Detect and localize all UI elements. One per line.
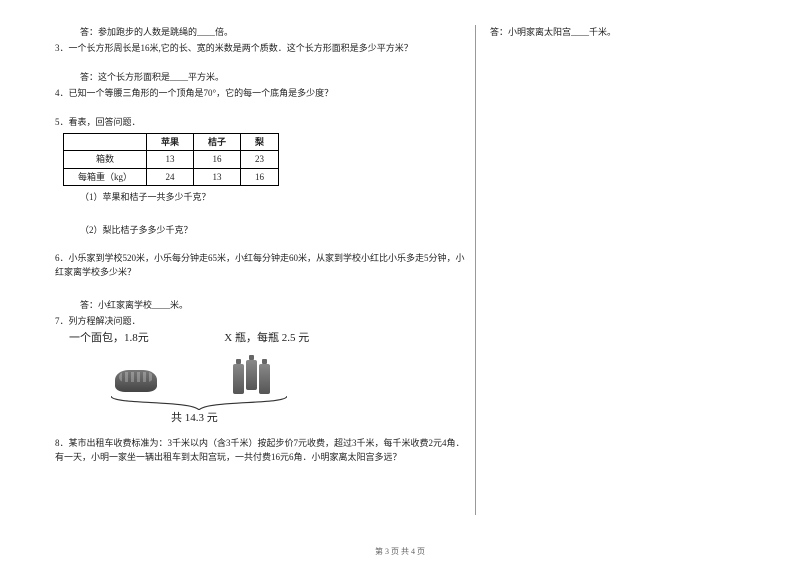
answer-6: 答：小红家离学校____米。 (55, 298, 465, 312)
table-row: 苹果 桔子 梨 (64, 133, 279, 150)
table-row: 箱数 13 16 23 (64, 151, 279, 168)
table-cell: 13 (147, 151, 194, 168)
table-row: 每箱重（kg） 24 13 16 (64, 168, 279, 185)
fruit-table: 苹果 桔子 梨 箱数 13 16 23 每箱重（kg） 24 13 16 (63, 133, 279, 186)
column-divider (475, 25, 476, 515)
right-column: 答：小明家离太阳宫____千米。 (490, 25, 760, 41)
bottle-label: X 瓶，每瓶 2.5 元 (224, 332, 309, 344)
question-8: 8．某市出租车收费标准为：3千米以内（含3千米）按起步价7元收费，超过3千米，每… (55, 436, 465, 465)
table-cell: 16 (194, 151, 241, 168)
table-cell: 23 (241, 151, 279, 168)
bottles-icon (233, 360, 273, 396)
answer-8: 答：小明家离太阳宫____千米。 (490, 25, 760, 39)
question-6: 6．小乐家到学校520米，小乐每分钟走65米，小红每分钟走60米，从家到学校小红… (55, 251, 465, 280)
equation-illustration: 共 14.3 元 (63, 352, 373, 422)
question-5-2: （2）梨比桔子多多少千克？ (55, 223, 465, 237)
table-cell: 每箱重（kg） (64, 168, 147, 185)
bread-label: 一个面包，1.8元 (69, 332, 149, 344)
table-cell: 24 (147, 168, 194, 185)
page: 答：参加跑步的人数是跳绳的____倍。 3．一个长方形周长是16米,它的长、宽的… (0, 0, 800, 565)
question-5-1: （1）苹果和桔子一共多少千克？ (55, 190, 465, 204)
total-label: 共 14.3 元 (171, 410, 218, 428)
question-5: 5．看表，回答问题． (55, 115, 465, 129)
table-cell: 箱数 (64, 151, 147, 168)
table-cell: 13 (194, 168, 241, 185)
answer-3: 答：这个长方形面积是____平方米。 (55, 70, 465, 84)
question-3: 3．一个长方形周长是16米,它的长、宽的米数是两个质数．这个长方形面积是多少平方… (55, 41, 465, 55)
table-cell: 16 (241, 168, 279, 185)
bread-icon (115, 370, 157, 392)
question-7: 7．列方程解决问题． (55, 314, 465, 328)
table-header: 桔子 (194, 133, 241, 150)
table-header (64, 133, 147, 150)
brace-icon (111, 396, 287, 410)
left-column: 答：参加跑步的人数是跳绳的____倍。 3．一个长方形周长是16米,它的长、宽的… (55, 25, 465, 467)
answer-2b: 答：参加跑步的人数是跳绳的____倍。 (55, 25, 465, 39)
table-header: 梨 (241, 133, 279, 150)
page-footer: 第 3 页 共 4 页 (0, 546, 800, 557)
table-header: 苹果 (147, 133, 194, 150)
question-4: 4．已知一个等腰三角形的一个顶角是70°，它的每一个底角是多少度？ (55, 86, 465, 100)
